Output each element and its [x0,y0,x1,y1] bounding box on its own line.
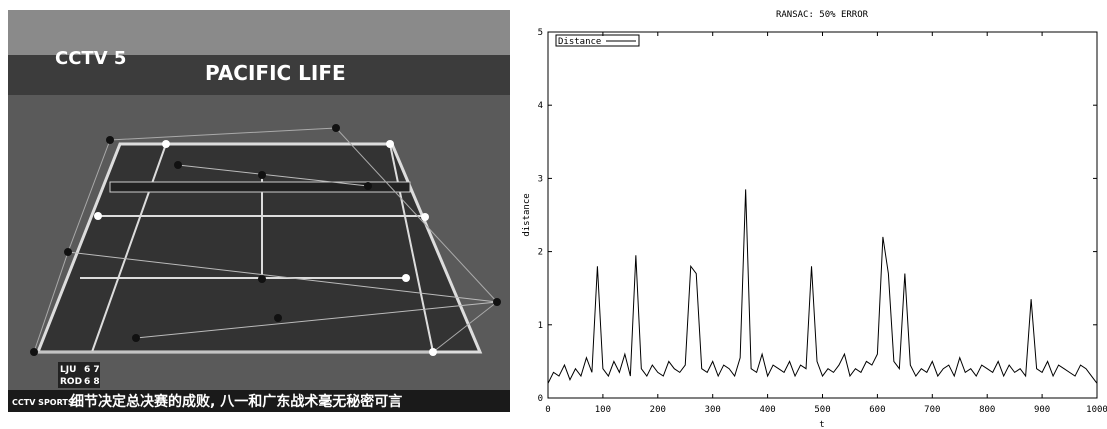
banner: PACIFIC LIFE [205,61,346,85]
x-tick-label: 400 [759,405,775,415]
caption: 细节决定总决赛的成败, 八一和广东战术毫无秘密可言 [70,393,402,410]
x-tick-label: 900 [1034,405,1050,415]
y-tick-label: 2 [538,248,543,258]
legend-label: Distance [558,37,601,47]
channel-logo: CCTV 5 [55,48,126,69]
page: {"photo": {"channel": "CCTV 5", "banner"… [0,0,1107,429]
sports-logo: CCTV SPORTS [12,398,74,407]
x-tick-label: 600 [869,405,885,415]
figure: CCTV 5 PACIFIC LIFE LJU ROD 6 7 6 8 CCTV… [0,0,1107,429]
chart-title: RANSAC: 50% ERROR [776,10,869,20]
player: ROD [60,377,82,387]
x-tick-label: 700 [924,405,940,415]
y-tick-label: 3 [538,174,543,184]
x-tick-label: 200 [650,405,666,415]
y-tick-label: 0 [538,394,543,404]
score: 6 8 [84,377,100,387]
data-line [548,189,1097,383]
y-tick-label: 4 [538,101,543,111]
player: LJU [60,365,76,375]
legend: Distance [556,35,639,47]
y-tick-label: 1 [538,321,543,331]
x-tick-label: 300 [705,405,721,415]
x-tick-label: 100 [595,405,611,415]
tennis-photo: CCTV 5 PACIFIC LIFE LJU ROD 6 7 6 8 CCTV… [8,10,510,412]
x-tick-label: 800 [979,405,995,415]
x-tick-label: 0 [545,405,550,415]
y-axis-label: distance [522,193,532,236]
x-axis-label: t [819,420,824,429]
x-tick-label: 1000 [1086,405,1107,415]
x-tick-label: 500 [814,405,830,415]
y-tick-label: 5 [538,28,543,38]
plot-frame [548,32,1097,398]
score: 6 7 [84,365,100,375]
